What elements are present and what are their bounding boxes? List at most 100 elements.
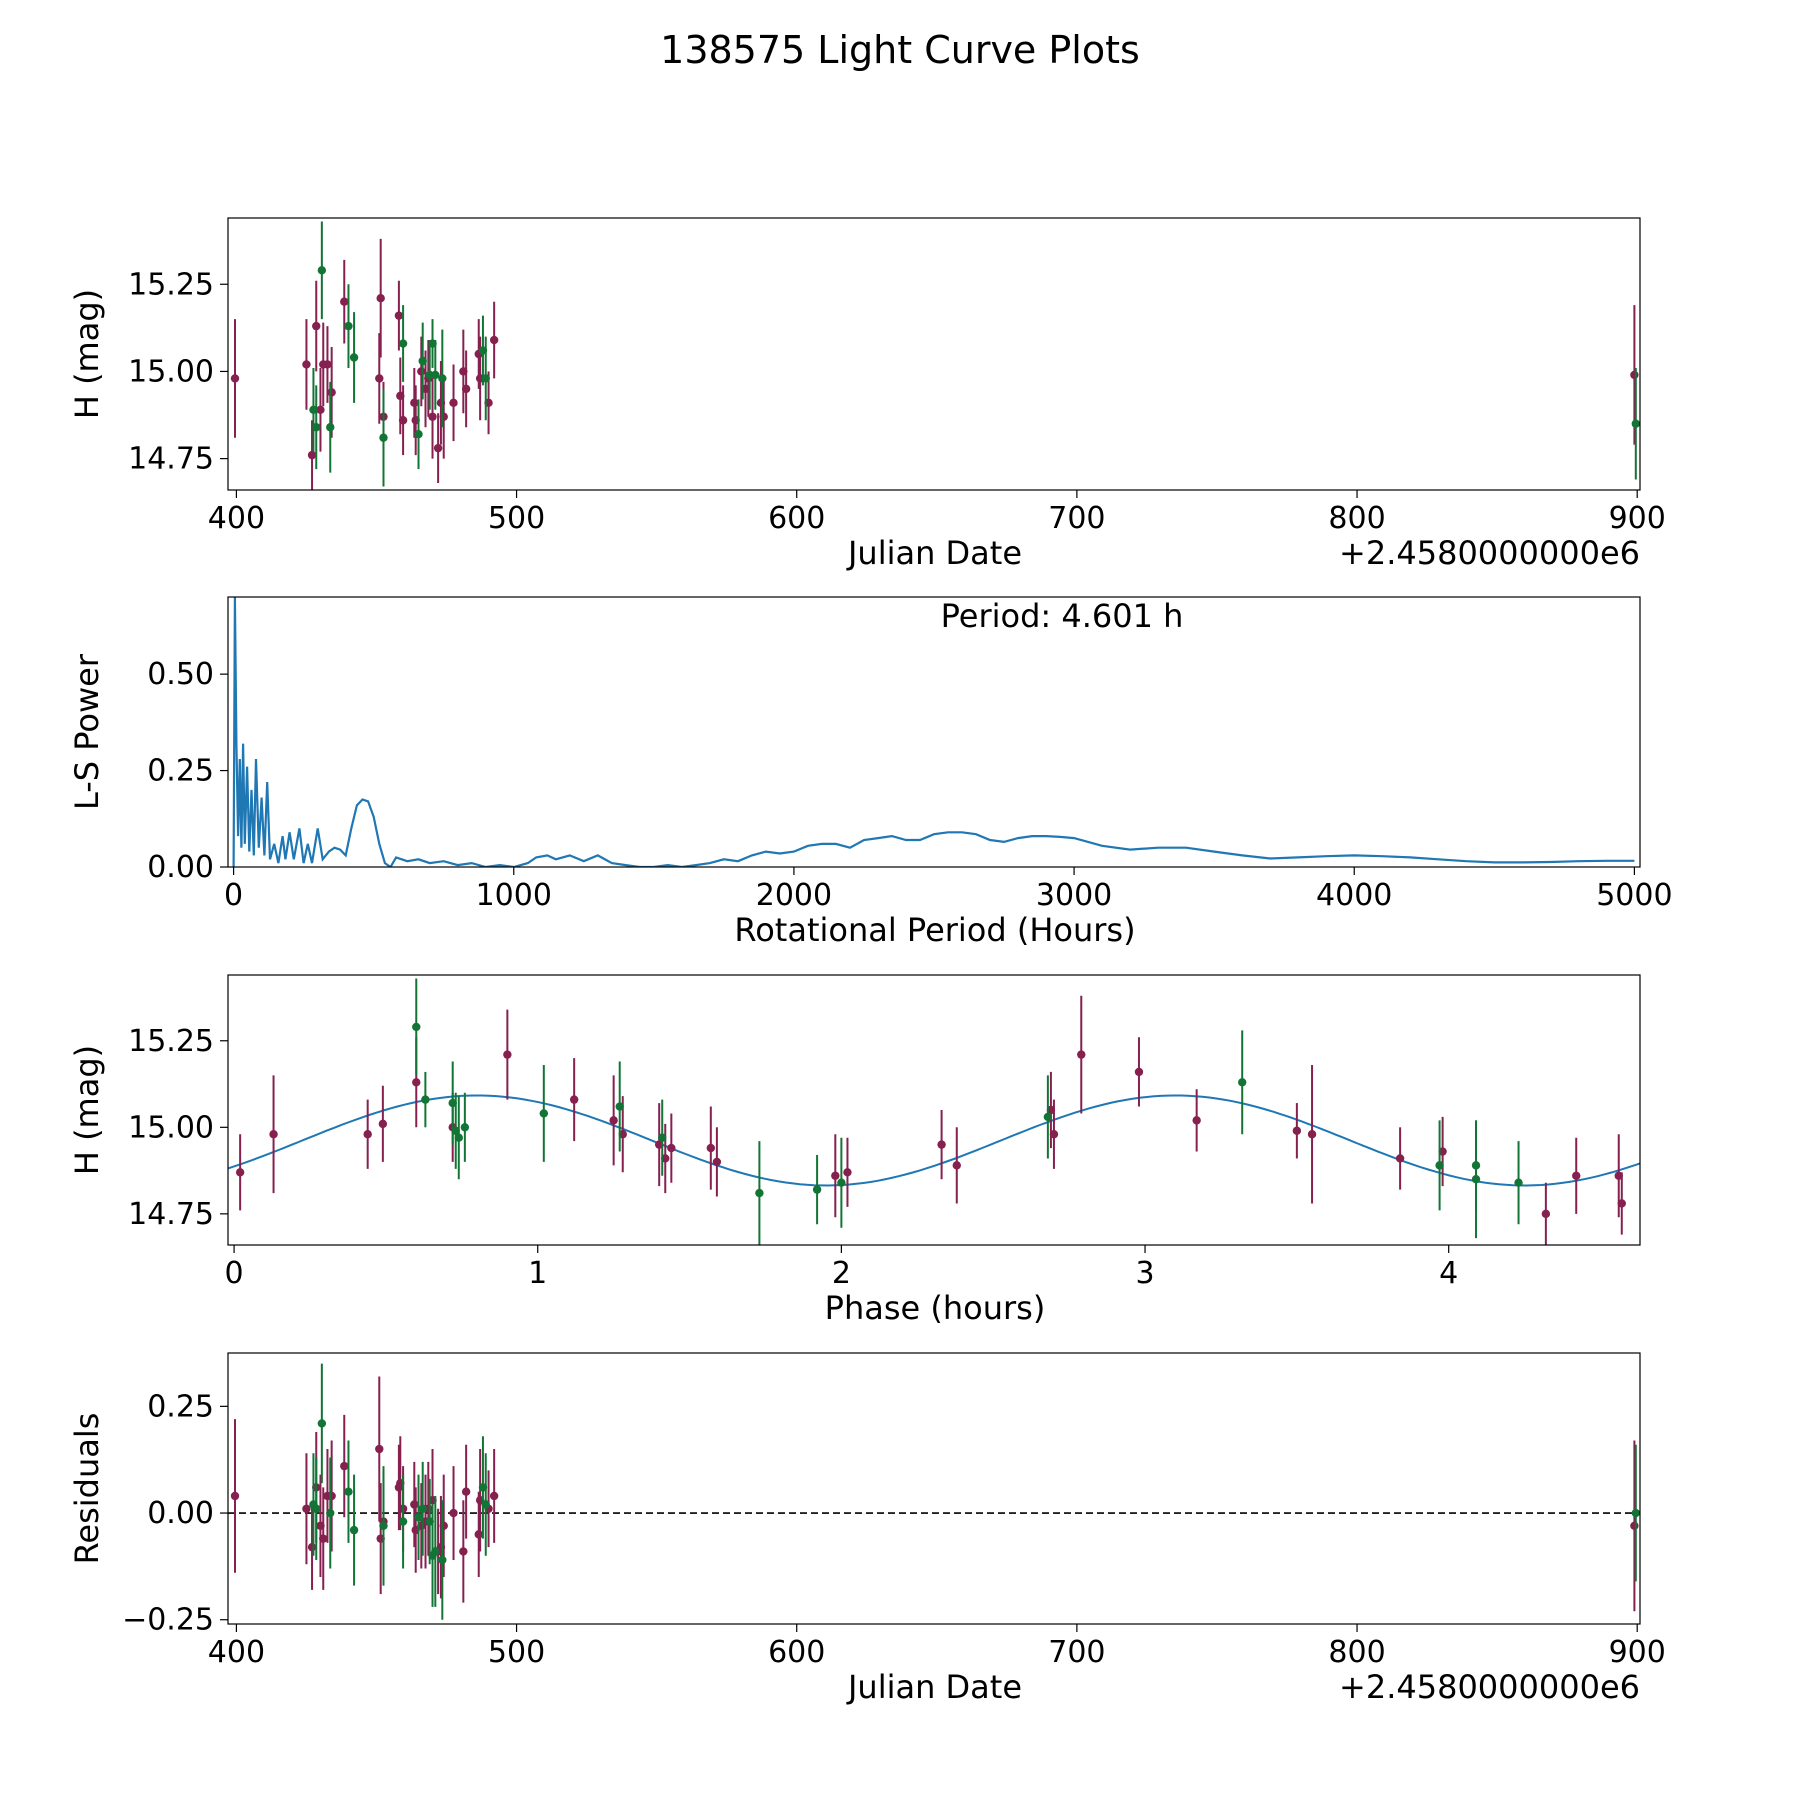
- phase-purple-point-2: [363, 1130, 372, 1139]
- residuals-purple-point-2: [307, 1542, 317, 1552]
- residuals-xtick-label-900: 900: [1609, 1635, 1666, 1670]
- phase-green-point-9: [755, 1188, 764, 1198]
- residuals-purple-point-27: [474, 1530, 483, 1539]
- residuals-green-point-15: [481, 1500, 490, 1509]
- raw-marks: [230, 221, 1640, 490]
- residuals-purple-point-5: [319, 1534, 328, 1543]
- phase-ylabel: H (mag): [68, 1045, 106, 1175]
- raw-green-point-5: [349, 353, 359, 362]
- raw-xtick-label-500: 500: [488, 501, 545, 536]
- periodogram-ytick-label-2: 0.50: [147, 657, 214, 692]
- raw-purple-point-14: [398, 416, 408, 425]
- raw-green-point-3: [326, 423, 335, 432]
- residuals-xtick-label-800: 800: [1328, 1635, 1385, 1670]
- phase-purple-point-31: [1617, 1199, 1626, 1208]
- raw-green-point-8: [414, 430, 423, 439]
- periodogram-frame: [227, 596, 1641, 868]
- residuals-purple-point-0: [230, 1491, 240, 1501]
- residuals-green-point-3: [326, 1508, 335, 1518]
- raw-purple-point-30: [489, 335, 499, 345]
- raw-xtick-label-800: 800: [1328, 501, 1385, 536]
- phase-purple-point-24: [1292, 1126, 1302, 1135]
- residuals-marks: [228, 1363, 1640, 1620]
- phase-purple-point-12: [667, 1143, 676, 1153]
- periodogram-ytick-label-0: 0.00: [147, 850, 214, 885]
- phase-green-point-17: [1514, 1178, 1523, 1187]
- raw-panel: 400 500 600 700 800 900 14.75 15.00 15.25 Julian …: [68, 217, 1666, 572]
- residuals-purple-point-9: [375, 1444, 384, 1454]
- raw-frame: [227, 217, 1641, 491]
- raw-purple-point-2: [307, 450, 317, 460]
- raw-green-point-2: [317, 266, 327, 275]
- raw-purple-point-21: [433, 443, 443, 453]
- residuals-purple-point-8: [340, 1461, 349, 1471]
- periodogram-xtick-label-1000: 1000: [476, 878, 552, 913]
- periodogram-xtick-label-2000: 2000: [756, 878, 832, 913]
- raw-green-point-7: [398, 339, 408, 348]
- phase-purple-point-25: [1307, 1130, 1317, 1139]
- phase-green-point-11: [837, 1178, 846, 1187]
- periodogram-ytick-label-1: 0.25: [147, 754, 214, 789]
- residuals-xtick-label-700: 700: [1048, 1635, 1105, 1670]
- phase-purple-point-22: [1134, 1067, 1144, 1077]
- residuals-purple-point-15: [410, 1500, 419, 1509]
- phase-green-point-6: [539, 1109, 549, 1118]
- raw-purple-point-26: [461, 384, 471, 394]
- raw-purple-point-24: [449, 398, 458, 408]
- residuals-green-point-13: [438, 1555, 447, 1565]
- phase-panel: 0 1 2 3 4 14.75 15.00 15.25 Phase (hours) H (mag): [68, 974, 1641, 1327]
- periodogram-xlabel: Rotational Period (Hours): [734, 911, 1135, 949]
- residuals-xtick-label-400: 400: [208, 1635, 265, 1670]
- phase-purple-point-6: [503, 1050, 512, 1059]
- residuals-purple-point-26: [461, 1487, 471, 1496]
- periodogram-xtick-label-4000: 4000: [1316, 878, 1392, 913]
- residuals-green-point-7: [398, 1517, 408, 1526]
- raw-purple-point-1: [302, 360, 311, 369]
- raw-purple-point-23: [439, 412, 448, 421]
- phase-purple-point-23: [1192, 1116, 1201, 1125]
- phase-frame: [227, 974, 1641, 1246]
- phase-purple-point-8: [609, 1116, 618, 1125]
- phase-green-point-1: [421, 1095, 430, 1104]
- residuals-xtick-label-600: 600: [768, 1635, 825, 1670]
- raw-green-point-1: [312, 423, 321, 432]
- residuals-offset-text: +2.4580000000e6: [1339, 1668, 1640, 1706]
- phase-green-point-16: [1471, 1175, 1481, 1184]
- raw-ytick-label-0: 14.75: [128, 442, 214, 477]
- residuals-purple-point-7: [327, 1491, 336, 1501]
- residuals-green-point-4: [344, 1487, 353, 1496]
- phase-purple-point-29: [1572, 1171, 1581, 1180]
- raw-ylabel: H (mag): [68, 289, 106, 419]
- phase-fit-curve: [228, 1094, 1640, 1187]
- phase-purple-point-13: [706, 1143, 716, 1153]
- phase-marks: [228, 978, 1640, 1245]
- raw-purple-point-7: [327, 388, 336, 397]
- residuals-xlabel: Julian Date: [846, 1668, 1022, 1706]
- phase-green-point-7: [615, 1102, 624, 1111]
- residuals-frame: [227, 1352, 1641, 1625]
- phase-ytick-label-1: 15.00: [128, 1110, 214, 1145]
- phase-purple-point-7: [569, 1095, 579, 1104]
- raw-green-point-9: [418, 356, 427, 366]
- raw-purple-point-10: [376, 294, 385, 303]
- periodogram-xtick-label-0: 0: [224, 878, 243, 913]
- residuals-ytick-label-2: 0.25: [147, 1389, 214, 1424]
- residuals-purple-point-25: [459, 1547, 468, 1556]
- raw-xlabel: Julian Date: [846, 534, 1022, 572]
- raw-purple-point-17: [417, 367, 426, 376]
- phase-purple-point-0: [235, 1168, 245, 1177]
- phase-purple-point-17: [937, 1140, 946, 1149]
- periodogram-xtick-label-3000: 3000: [1036, 878, 1112, 913]
- periodogram-xtick-label-5000: 5000: [1596, 878, 1672, 913]
- residuals-purple-point-31: [1630, 1521, 1639, 1531]
- phase-xtick-label-1: 1: [528, 1256, 547, 1291]
- phase-purple-point-15: [831, 1171, 840, 1180]
- phase-xtick-label-2: 2: [832, 1256, 851, 1291]
- residuals-panel: 400 500 600 700 800 900 −0.25 0.00 0.25 Julian Da…: [68, 1352, 1666, 1706]
- residuals-purple-point-1: [302, 1504, 311, 1513]
- raw-purple-point-6: [323, 360, 332, 369]
- phase-purple-point-28: [1541, 1209, 1551, 1219]
- phase-green-point-4: [454, 1133, 463, 1142]
- periodogram-power-line: [232, 597, 1635, 867]
- raw-green-point-12: [431, 370, 440, 380]
